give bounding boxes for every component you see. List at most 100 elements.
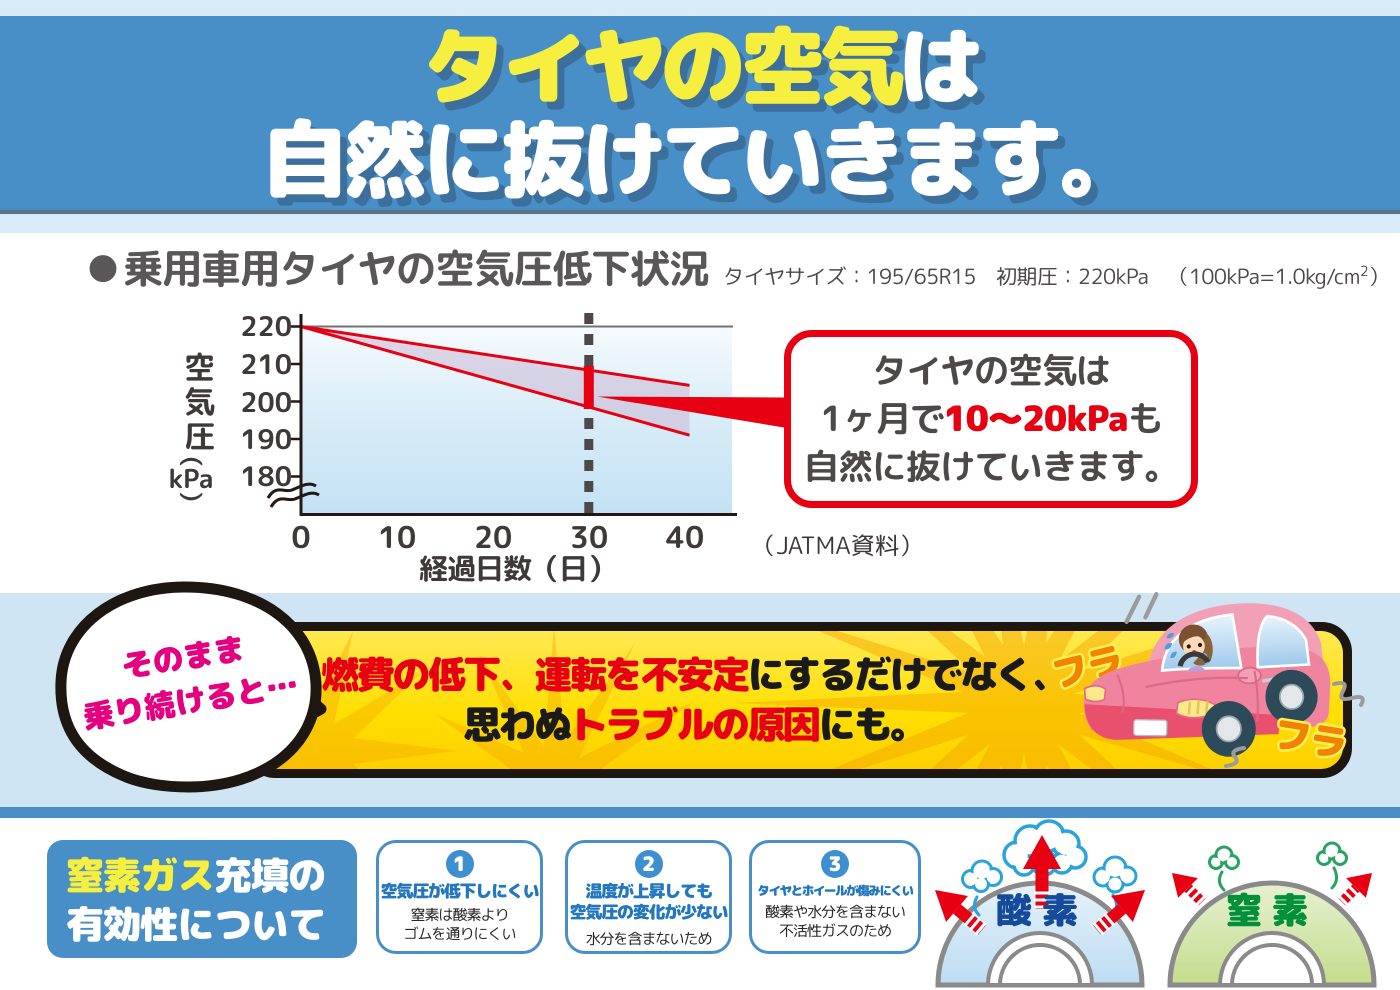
spec-initial-pressure: 初期圧：220kPa	[995, 261, 1149, 291]
driver-face	[1183, 635, 1205, 658]
oxygen-tire-rim-inner	[997, 943, 1083, 987]
oxygen-tire-illustration: 酸素	[935, 819, 1145, 988]
y-tick-label-210: 210	[240, 345, 292, 383]
pressure-loss-callout: タイヤの空気は 1ヶ月で10〜20kPaも 自然に抜けていきます。	[784, 330, 1198, 508]
benefit-3-detail-line1: 酸素や水分を含まない	[764, 901, 906, 922]
axis-break-squiggle-1	[266, 482, 317, 499]
side-window	[1256, 614, 1311, 669]
chart-graphics	[266, 313, 784, 516]
nitrogen-tire-rim-inner	[1229, 943, 1315, 987]
title-line1-highlight: タイヤの空気	[421, 7, 905, 125]
y-tick-label-180: 180	[240, 457, 292, 495]
x-tick-label-10: 10	[377, 516, 417, 558]
y-tick-label-190: 190	[240, 420, 292, 458]
nitrogen-label: 窒素	[1226, 884, 1318, 935]
bullet-icon: ●	[86, 244, 120, 292]
benefit-3-heading: タイヤとホイールが傷みにくい	[757, 882, 914, 899]
car-group	[1083, 591, 1331, 757]
benefit-2-detail: 水分を含まないため	[585, 928, 712, 949]
driver-eye-right	[1197, 642, 1203, 648]
title-line2: 自然に抜けていきます。	[262, 100, 1143, 218]
spec-conversion: （100kPa=1.0kg/cm2）	[1168, 260, 1389, 292]
steam-cloud-right-icon-fill	[1096, 859, 1134, 890]
callout-line2-post: も	[1127, 394, 1163, 443]
benefit-1-detail-line1: 窒素は酸素より	[410, 904, 509, 925]
consequence-line2-red: トラブルの原因	[569, 698, 821, 751]
headlight-stripe-3	[1204, 701, 1209, 715]
x-tick-label-20: 20	[473, 516, 513, 558]
y-axis-unit-text: kPa	[168, 461, 214, 497]
nitrogen-title-line2: 有効性について	[66, 898, 326, 951]
data-source-note: （JATMA資料）	[752, 528, 923, 562]
steam-stem-left	[972, 895, 981, 917]
x-tick-label-0: 0	[291, 516, 311, 558]
chart-section-title: ● 乗用車用タイヤの空気圧低下状況	[86, 244, 709, 292]
consequence-line2-post: にも。	[818, 698, 927, 751]
sweat-drop-1	[1166, 633, 1175, 639]
spec-conversion-pre: （100kPa=1.0kg/cm	[1168, 261, 1360, 291]
callout-line3: 自然に抜けていきます。	[803, 442, 1179, 491]
rear-hub	[1278, 683, 1305, 710]
callout-pointer-wedge	[597, 396, 784, 428]
benefit-1-detail: 窒素は酸素より ゴムを通りにくい	[379, 904, 540, 943]
nitrogen-tire-illustration: 窒素	[1167, 841, 1377, 988]
section-divider-bar	[0, 807, 1400, 818]
skid-line-1	[1124, 594, 1142, 625]
top-strip	[0, 0, 1400, 16]
benefit-card-1: 1 空気圧が低下しにくい 窒素は酸素より ゴムを通りにくい	[376, 840, 543, 954]
consequence-line2-pre: 思わぬ	[463, 698, 572, 751]
benefit-3-detail: 酸素や水分を含まない 不活性ガスのため	[752, 901, 918, 941]
hood-line-2	[1145, 676, 1248, 689]
lower-loss-line	[300, 325, 690, 437]
consequence-line1: 燃費の低下、運転を不安定にするだけでなく、	[254, 650, 1134, 700]
benefit-1-heading: 空気圧が低下しにくい	[380, 880, 540, 903]
title-line1-rest: は	[898, 7, 984, 125]
y-axis-label-unit: （ kPa ）	[155, 445, 227, 514]
headlight-left	[1083, 684, 1107, 703]
benefit-2-heading-line1: 温度が上昇しても	[585, 880, 713, 903]
wobble-text-right: フラ	[1270, 706, 1351, 769]
consequence-line1-black: にするだけでなく、	[747, 648, 1069, 701]
wobbling-car-illustration: フラ	[1044, 591, 1365, 772]
steering-wheel	[1177, 651, 1211, 667]
page-title: タイヤの空気は 自然に抜けていきます。	[0, 16, 1400, 206]
nitrogen-puff-left-icon-fill	[1211, 849, 1237, 867]
consequence-line2: 思わぬトラブルの原因にも。	[254, 700, 1134, 750]
header-banner-edge	[0, 210, 1400, 214]
nitrogen-title-highlight: 窒素ガス	[66, 849, 215, 902]
sweat-drop-3	[1170, 651, 1177, 658]
header-strip-bottom	[0, 214, 1400, 233]
spec-conversion-sup: 2	[1359, 262, 1369, 281]
nitrogen-title-line1: 窒素ガス充填の	[66, 851, 357, 900]
consequence-text: 燃費の低下、運転を不安定にするだけでなく、 思わぬトラブルの原因にも。	[254, 631, 1134, 769]
oxygen-label: 酸素	[996, 884, 1088, 935]
nitrogen-stem-left	[1217, 870, 1226, 892]
benefit-1-number: 1	[445, 850, 474, 878]
y-axis-label-kanji: 空気圧	[178, 352, 221, 454]
benefit-2-heading: 温度が上昇しても 空気圧の変化が少ない	[568, 881, 729, 923]
skid-line-2	[1143, 591, 1159, 620]
callout-line2: 1ヶ月で10〜20kPaも	[820, 394, 1163, 443]
callout-line1: タイヤの空気は	[871, 346, 1111, 395]
benefit-3-detail-line2: 不活性ガスのため	[778, 919, 892, 941]
speech-bubble: そのまま 乗り続けると…	[55, 581, 327, 793]
wobble-squiggle-bottom	[1224, 746, 1246, 768]
y-tick-label-200: 200	[240, 383, 292, 421]
consequence-line1-red: 燃費の低下、運転を不安定	[321, 648, 750, 701]
callout-line2-pre: 1ヶ月で	[820, 394, 944, 443]
driver-body	[1186, 666, 1206, 672]
headlight-stripe-2	[1196, 700, 1200, 715]
benefit-3-number: 3	[821, 850, 849, 878]
front-hub	[1215, 715, 1242, 743]
speech-bubble-body	[55, 581, 322, 793]
driver-eye-left	[1186, 644, 1191, 649]
nitrogen-title-rest: 充填の	[214, 849, 326, 902]
license-plate	[1133, 719, 1168, 737]
sweat-drop-2	[1164, 642, 1173, 650]
x-axis-label: 経過日数（日）	[418, 549, 616, 589]
x-tick-label-40: 40	[665, 516, 705, 558]
nitrogen-puff-right-icon-fill	[1319, 845, 1345, 863]
upper-loss-line	[300, 325, 690, 387]
steam-cloud-left-icon-fill	[964, 863, 1000, 890]
